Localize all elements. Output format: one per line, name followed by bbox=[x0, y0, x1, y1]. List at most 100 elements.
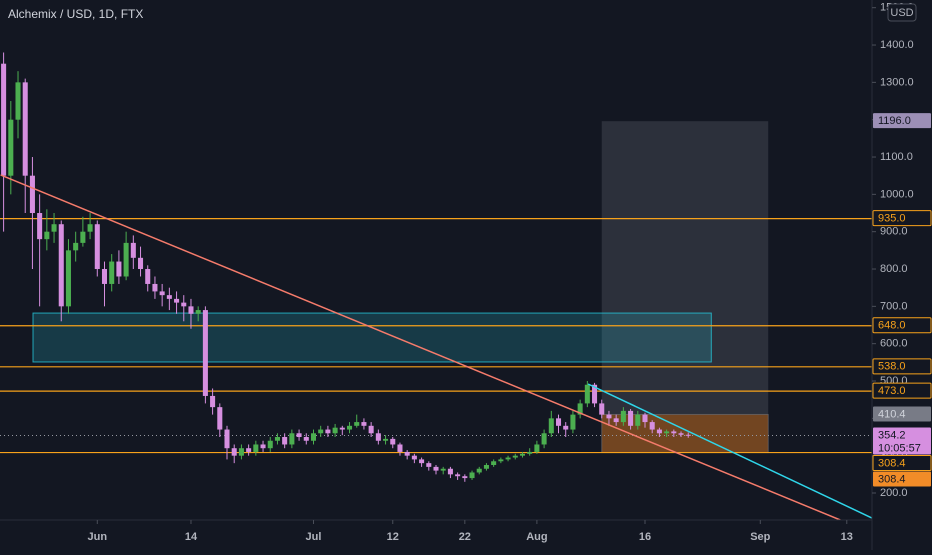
candle-body bbox=[664, 431, 670, 434]
candle-body bbox=[375, 433, 381, 441]
candle-body bbox=[210, 395, 216, 408]
candle-body bbox=[447, 468, 453, 475]
candle-body bbox=[73, 242, 79, 251]
candle-body bbox=[174, 298, 180, 303]
candle-body bbox=[354, 422, 360, 426]
candle-body bbox=[80, 231, 86, 243]
candle-body bbox=[274, 437, 280, 441]
candle-body bbox=[29, 175, 35, 214]
candle-body bbox=[109, 261, 115, 284]
candle-body bbox=[419, 459, 425, 464]
candle-body bbox=[303, 437, 309, 441]
currency-badge: USD bbox=[887, 3, 917, 22]
price-label-box bbox=[873, 427, 931, 455]
price-label: 538.0 bbox=[872, 358, 932, 375]
candle-body bbox=[238, 448, 244, 456]
price-label-box bbox=[873, 471, 931, 487]
candle-body bbox=[584, 384, 590, 404]
candle-body bbox=[469, 472, 475, 479]
y-tick-label: 600.0 bbox=[880, 338, 908, 350]
price-label-box bbox=[872, 454, 932, 471]
zone-rect bbox=[32, 312, 712, 363]
candle-body bbox=[332, 427, 338, 434]
candle-body bbox=[246, 448, 252, 452]
candle-body bbox=[656, 429, 662, 434]
candle-body bbox=[390, 438, 396, 445]
candle-body bbox=[397, 444, 403, 452]
price-label-box bbox=[872, 210, 932, 227]
y-tick-label: 700.0 bbox=[880, 300, 908, 312]
trendline bbox=[587, 383, 872, 519]
candle-body bbox=[181, 302, 187, 307]
candle-body bbox=[519, 453, 526, 456]
candle-body bbox=[318, 429, 324, 434]
candle-body bbox=[37, 213, 43, 240]
price-label-box bbox=[872, 358, 932, 375]
candle-body bbox=[476, 468, 482, 473]
candle-body bbox=[159, 291, 165, 296]
candle-body bbox=[685, 434, 691, 436]
price-label: 648.0 bbox=[872, 317, 932, 334]
y-tick-label: 900.0 bbox=[880, 226, 908, 238]
candle-body bbox=[361, 422, 367, 426]
y-tick-label: 1300.0 bbox=[880, 76, 914, 88]
price-label-text: 473.0 bbox=[878, 385, 906, 397]
candle-body bbox=[483, 465, 489, 469]
axes: 200.0300.0400.0500.0600.0700.0800.0900.0… bbox=[88, 2, 932, 543]
x-tick-label: 14 bbox=[185, 531, 198, 543]
price-label-box bbox=[872, 317, 932, 334]
candle-body bbox=[65, 250, 71, 307]
candle-body bbox=[339, 427, 345, 430]
candle-body bbox=[635, 414, 641, 426]
candle-body bbox=[123, 242, 129, 277]
candle-body bbox=[101, 269, 108, 284]
candle-body bbox=[44, 231, 50, 240]
candle-body bbox=[152, 283, 158, 292]
candle-body bbox=[310, 433, 317, 441]
candle-body bbox=[613, 418, 619, 423]
candle-body bbox=[58, 224, 64, 307]
candle-body bbox=[512, 455, 518, 458]
price-label: 308.4 bbox=[872, 454, 932, 471]
chart-title: Alchemix / USD, 1D, FTX bbox=[8, 7, 143, 21]
price-label-text: 354.2 bbox=[878, 429, 906, 441]
candle-body bbox=[94, 224, 100, 270]
y-tick-label: 200.0 bbox=[880, 487, 908, 499]
candle-body bbox=[491, 461, 497, 466]
candle-body bbox=[498, 459, 504, 462]
price-label: 935.0 bbox=[872, 210, 932, 227]
candle-body bbox=[267, 440, 273, 449]
price-label-box bbox=[872, 382, 932, 399]
candle-body bbox=[455, 474, 461, 477]
candle-body bbox=[188, 306, 194, 314]
candle-body bbox=[671, 431, 677, 434]
price-label-box bbox=[873, 406, 931, 422]
candle-body bbox=[116, 261, 122, 277]
price-label: 410.4 bbox=[873, 406, 931, 422]
candle-body bbox=[592, 384, 598, 404]
x-tick-label: Sep bbox=[750, 531, 770, 543]
candle-body bbox=[22, 82, 28, 176]
y-tick-label: 1100.0 bbox=[880, 151, 913, 163]
candle-body bbox=[577, 403, 583, 415]
candle-body bbox=[231, 448, 237, 456]
price-label: 1196.0 bbox=[873, 113, 931, 129]
plot-area bbox=[0, 52, 872, 520]
candle-body bbox=[87, 224, 93, 232]
candle-body bbox=[260, 444, 266, 449]
candle-body bbox=[8, 119, 14, 176]
candle-body bbox=[570, 414, 576, 430]
price-label-text: 648.0 bbox=[878, 320, 906, 332]
candle-body bbox=[404, 451, 410, 456]
candle-body bbox=[224, 429, 230, 449]
candle-body bbox=[527, 451, 533, 454]
x-tick-label: 12 bbox=[387, 531, 399, 543]
candle-body bbox=[606, 414, 612, 419]
candle-body bbox=[649, 422, 655, 430]
currency-box bbox=[887, 3, 917, 22]
candle-body bbox=[51, 224, 57, 232]
x-tick-label: Jul bbox=[306, 531, 322, 543]
price-label-text: 538.0 bbox=[878, 361, 906, 373]
candle-body bbox=[217, 407, 223, 430]
